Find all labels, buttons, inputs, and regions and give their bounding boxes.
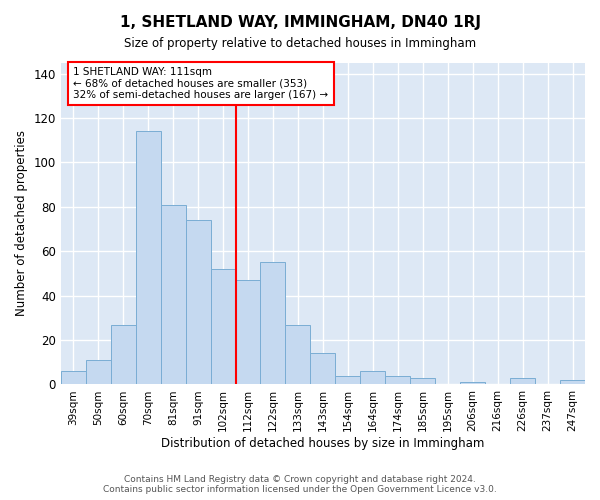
Bar: [560, 380, 585, 384]
Bar: [361, 371, 385, 384]
Bar: [161, 204, 185, 384]
Bar: [211, 269, 236, 384]
Bar: [510, 378, 535, 384]
Bar: [385, 376, 410, 384]
Bar: [310, 354, 335, 384]
Text: Contains HM Land Registry data © Crown copyright and database right 2024.
Contai: Contains HM Land Registry data © Crown c…: [103, 474, 497, 494]
Bar: [136, 132, 161, 384]
Bar: [335, 376, 361, 384]
Bar: [185, 220, 211, 384]
Y-axis label: Number of detached properties: Number of detached properties: [15, 130, 28, 316]
Bar: [61, 371, 86, 384]
Bar: [86, 360, 111, 384]
Bar: [410, 378, 435, 384]
Bar: [111, 324, 136, 384]
Text: 1 SHETLAND WAY: 111sqm
← 68% of detached houses are smaller (353)
32% of semi-de: 1 SHETLAND WAY: 111sqm ← 68% of detached…: [73, 67, 328, 100]
Bar: [260, 262, 286, 384]
Bar: [236, 280, 260, 384]
Text: Size of property relative to detached houses in Immingham: Size of property relative to detached ho…: [124, 38, 476, 51]
Text: 1, SHETLAND WAY, IMMINGHAM, DN40 1RJ: 1, SHETLAND WAY, IMMINGHAM, DN40 1RJ: [119, 15, 481, 30]
Bar: [460, 382, 485, 384]
Bar: [286, 324, 310, 384]
X-axis label: Distribution of detached houses by size in Immingham: Distribution of detached houses by size …: [161, 437, 485, 450]
